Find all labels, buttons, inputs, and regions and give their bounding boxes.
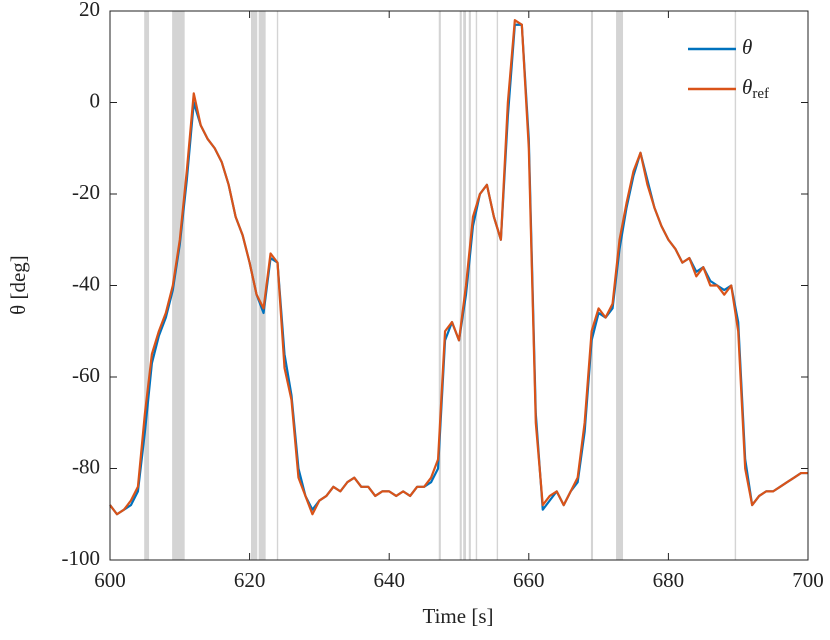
shaded-region xyxy=(459,11,462,560)
x-tick-label: 640 xyxy=(373,568,405,592)
y-axis-label: θ [deg] xyxy=(6,255,30,315)
x-tick-label: 680 xyxy=(653,568,685,592)
shaded-region xyxy=(172,11,185,560)
y-tick-label: 20 xyxy=(79,0,100,21)
x-tick-label: 700 xyxy=(792,568,824,592)
legend-label: θref xyxy=(742,75,769,103)
x-tick-label: 600 xyxy=(94,568,126,592)
x-axis-label: Time [s] xyxy=(423,604,494,628)
y-tick-label: -20 xyxy=(72,180,100,204)
y-tick-label: -40 xyxy=(72,271,100,295)
shaded-region xyxy=(258,11,266,560)
legend-name: θ xyxy=(742,75,752,99)
x-tick-label: 620 xyxy=(234,568,266,592)
y-tick-label: -100 xyxy=(62,546,101,570)
y-tick-label: -80 xyxy=(72,454,100,478)
shaded-region xyxy=(734,11,737,560)
shaded-region xyxy=(438,11,441,560)
y-tick-label: -60 xyxy=(72,363,100,387)
shaded-region xyxy=(496,11,499,560)
legend-name: θ xyxy=(742,35,752,59)
legend-label: θ xyxy=(742,35,752,59)
shaded-region xyxy=(616,11,624,560)
y-tick-label: 0 xyxy=(90,88,101,112)
shaded-region xyxy=(590,11,594,560)
data-line xyxy=(109,19,808,516)
legend-subscript: ref xyxy=(752,86,769,102)
shaded-region xyxy=(144,11,150,560)
shaded-region xyxy=(463,11,466,560)
shaded-region xyxy=(468,11,471,560)
shaded-region xyxy=(475,11,478,560)
x-tick-label: 660 xyxy=(513,568,545,592)
shaded-region xyxy=(276,11,279,560)
plot-frame xyxy=(109,10,809,561)
